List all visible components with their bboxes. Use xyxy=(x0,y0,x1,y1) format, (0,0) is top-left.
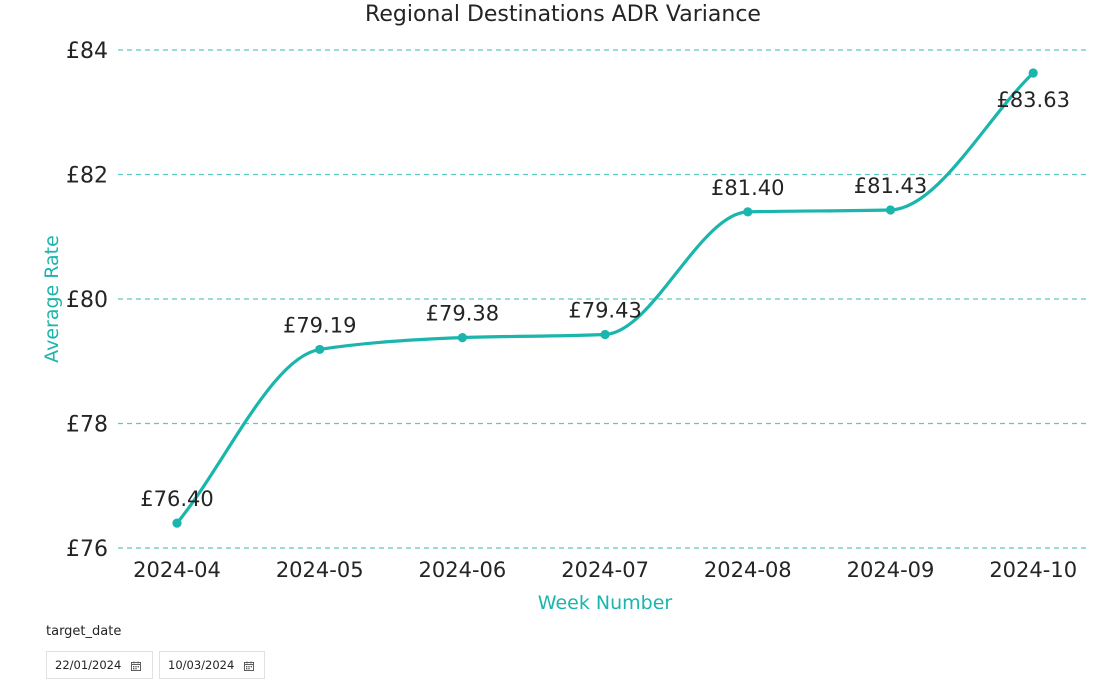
data-label: £81.43 xyxy=(854,174,927,198)
data-label: £81.40 xyxy=(711,176,784,200)
end-date-value: 10/03/2024 xyxy=(168,658,235,672)
data-label: £83.63 xyxy=(996,88,1069,112)
gridlines xyxy=(118,49,1090,549)
data-label: £79.43 xyxy=(568,298,641,322)
y-tick-label: £76 xyxy=(66,537,108,562)
y-tick-label: £84 xyxy=(66,39,108,64)
start-date-value: 22/01/2024 xyxy=(55,658,122,672)
data-label: £79.19 xyxy=(283,313,356,337)
data-point[interactable] xyxy=(172,518,182,528)
x-tick-label: 2024-05 xyxy=(276,558,364,582)
x-tick-label: 2024-07 xyxy=(561,558,649,582)
data-point[interactable] xyxy=(600,329,610,340)
data-point[interactable] xyxy=(743,207,753,217)
y-tick-label: £80 xyxy=(66,288,108,313)
line-chart: Regional Destinations ADR Variance £76£7… xyxy=(41,2,1090,614)
data-points xyxy=(172,68,1038,528)
start-date-input[interactable]: 22/01/2024 xyxy=(46,651,153,679)
data-label: £76.40 xyxy=(140,487,213,511)
chart-title: Regional Destinations ADR Variance xyxy=(365,2,761,27)
x-tick-label: 2024-06 xyxy=(419,558,507,582)
x-axis-title: Week Number xyxy=(538,592,673,614)
y-axis-title: Average Rate xyxy=(41,235,63,363)
data-point[interactable] xyxy=(1028,68,1038,78)
x-axis-ticks: 2024-04 2024-05 2024-06 2024-07 2024-08 2024-… xyxy=(133,558,1077,582)
y-tick-label: £82 xyxy=(66,164,108,189)
date-slicer-title: target_date xyxy=(46,624,122,639)
data-point[interactable] xyxy=(315,344,325,355)
x-tick-label: 2024-04 xyxy=(133,558,221,582)
data-label: £79.38 xyxy=(426,302,499,326)
y-axis-ticks: £76 £78 £80 £82 £84 xyxy=(66,39,108,562)
data-point[interactable] xyxy=(885,205,896,215)
end-date-input[interactable]: 10/03/2024 xyxy=(159,651,265,679)
calendar-icon[interactable] xyxy=(244,660,255,671)
x-tick-label: 2024-08 xyxy=(704,558,792,582)
y-tick-label: £78 xyxy=(66,413,108,438)
data-labels: £76.40 £79.19 £79.38 £79.43 £81.40 £81.43 £83.… xyxy=(140,88,1070,511)
calendar-icon[interactable] xyxy=(131,660,142,671)
data-point[interactable] xyxy=(457,332,467,343)
x-tick-label: 2024-09 xyxy=(847,558,935,582)
x-tick-label: 2024-10 xyxy=(989,558,1077,582)
